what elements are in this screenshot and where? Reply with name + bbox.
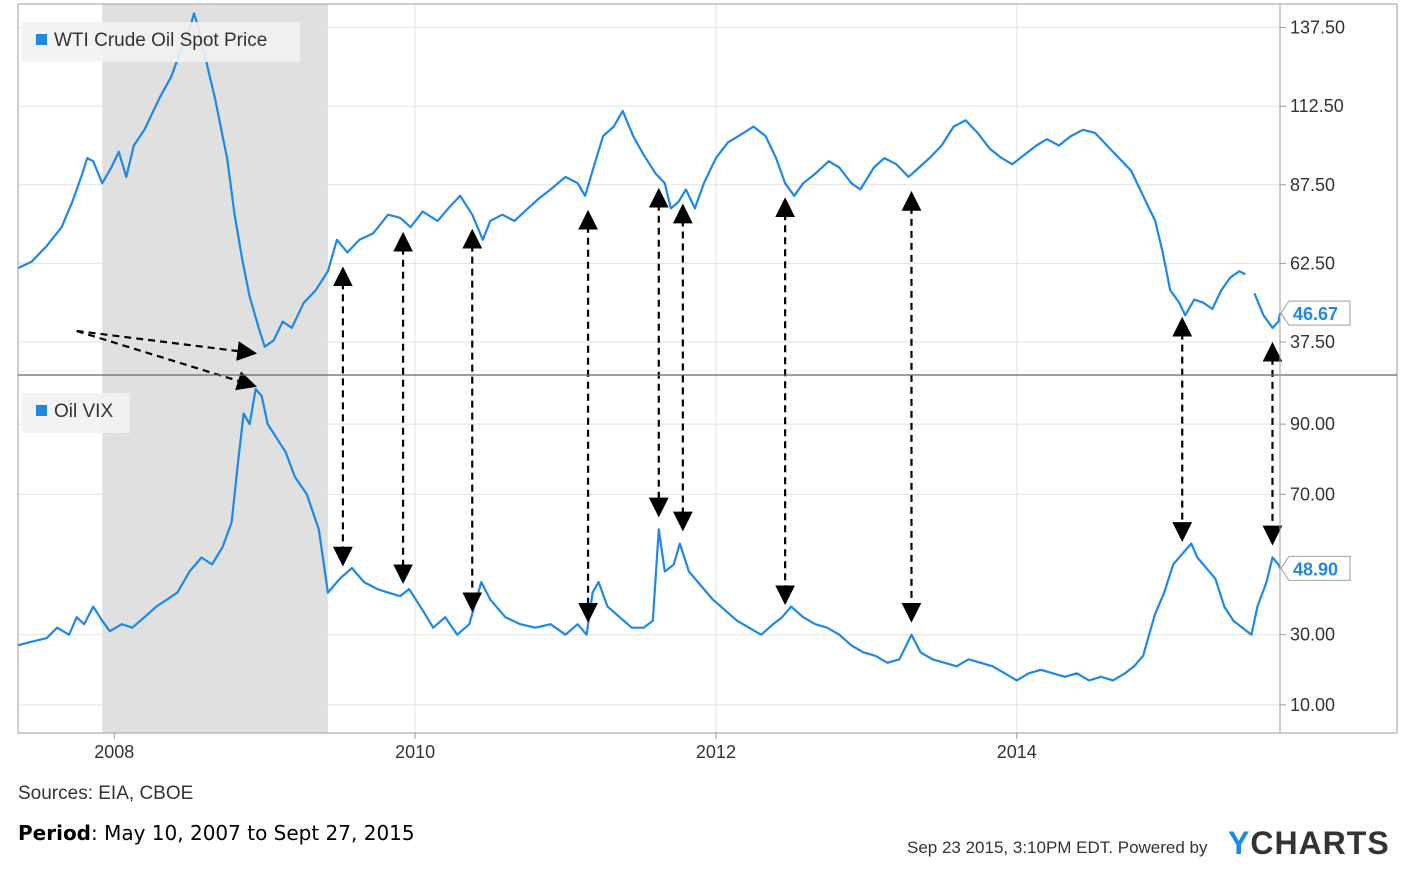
chart: 2008 2010 2012 2014 137.50 112.50 87.50 62.50 37… — [17, 3, 1398, 762]
legend-box — [22, 22, 300, 62]
legend-swatch — [36, 34, 47, 45]
last-value-box — [1280, 555, 1351, 581]
x-tick-label: 2014 — [997, 742, 1037, 762]
y-tick-label: 90.00 — [1290, 414, 1335, 434]
recession-band — [102, 4, 328, 733]
y-tick-label: 87.50 — [1290, 175, 1335, 195]
x-tick-label: 2012 — [696, 742, 736, 762]
y-tick-label: 37.50 — [1290, 332, 1335, 352]
x-tick-label: 2008 — [94, 742, 134, 762]
last-value-label: 46.67 — [1293, 304, 1338, 324]
period-note: Period: May 10, 2007 to Sept 27, 2015 — [18, 821, 415, 845]
last-value-box — [1280, 300, 1351, 326]
legend-label: WTI Crude Oil Spot Price — [54, 30, 267, 51]
ycharts-logo[interactable]: YCHARTS — [1228, 825, 1390, 862]
y-tick-label: 137.50 — [1290, 18, 1345, 38]
annotation-arrow-diagonal — [76, 329, 257, 391]
series-line — [1253, 292, 1282, 329]
sources-note: Sources: EIA, CBOE — [18, 783, 194, 804]
y-tick-label: 62.50 — [1290, 253, 1335, 273]
legend-label: Oil VIX — [54, 401, 113, 422]
brand-rest: CHARTS — [1250, 825, 1390, 861]
period-label: Period — [18, 821, 91, 845]
brand-y: Y — [1228, 825, 1251, 861]
series-line — [17, 387, 1282, 682]
chart-frame — [17, 3, 1398, 734]
last-value-label: 48.90 — [1293, 559, 1338, 579]
period-value: : May 10, 2007 to Sept 27, 2015 — [91, 821, 415, 845]
y-tick-label: 30.00 — [1290, 625, 1335, 645]
y-tick-label: 10.00 — [1290, 695, 1335, 715]
timestamp: Sep 23 2015, 3:10PM EDT. Powered by — [907, 838, 1208, 857]
x-tick-label: 2010 — [395, 742, 435, 762]
legend-swatch — [36, 405, 47, 416]
y-tick-label: 70.00 — [1290, 484, 1335, 504]
annotation-arrow-diagonal — [76, 329, 258, 361]
y-tick-label: 112.50 — [1290, 96, 1344, 116]
